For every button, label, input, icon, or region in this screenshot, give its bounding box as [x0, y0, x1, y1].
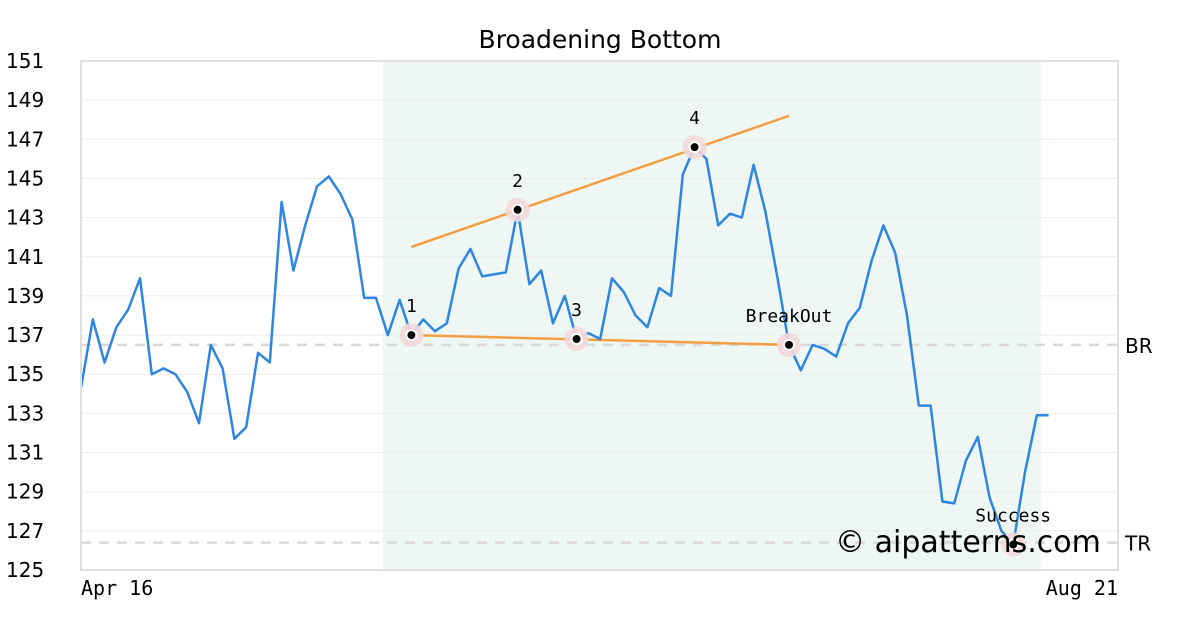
- y-tick-label: 127: [6, 519, 44, 543]
- point-label-4: 4: [689, 108, 700, 129]
- chart-title: Broadening Bottom: [479, 25, 722, 54]
- y-tick-label: 135: [6, 362, 44, 386]
- reference-label-tr: TR: [1124, 532, 1151, 556]
- y-tick-label: 151: [6, 49, 44, 73]
- x-start-label: Apr 16: [81, 576, 153, 600]
- point-marker-3: [570, 332, 583, 345]
- y-tick-label: 145: [6, 166, 44, 190]
- point-marker-breakout: [783, 338, 795, 351]
- point-label-breakout: BreakOut: [746, 306, 833, 327]
- y-tick-label: 137: [6, 323, 44, 347]
- pattern-shaded-region: [382, 61, 1041, 570]
- point-marker-2: [511, 203, 524, 216]
- y-tick-label: 139: [6, 284, 44, 308]
- reference-lines: BR TR: [81, 334, 1153, 556]
- point-marker-1: [405, 329, 418, 342]
- point-marker-success: [1007, 538, 1020, 551]
- reference-label-br: BR: [1125, 334, 1153, 358]
- y-axis-ticks: 125 127 129 131 133 135 137 139 141 143 145 147 149 1…: [6, 49, 44, 582]
- point-label-2: 2: [512, 171, 523, 192]
- point-label-3: 3: [571, 300, 582, 321]
- y-tick-label: 147: [6, 127, 44, 151]
- price-line: [79, 145, 1049, 546]
- point-label-1: 1: [406, 296, 417, 317]
- y-tick-label: 133: [6, 401, 44, 425]
- point-label-success: Success: [975, 506, 1051, 527]
- x-end-label: Aug 21: [1046, 576, 1118, 600]
- plot-frame: [80, 60, 1119, 571]
- y-tick-label: 141: [6, 245, 44, 269]
- y-tick-label: 131: [6, 441, 44, 465]
- y-tick-label: 125: [6, 558, 44, 582]
- y-tick-label: 143: [6, 206, 44, 230]
- point-marker-4: [688, 141, 701, 154]
- y-tick-label: 129: [6, 480, 44, 504]
- pattern-points: 1 2 3 4 BreakOut Success: [399, 108, 1051, 557]
- upper-trendline: [410, 114, 790, 249]
- y-tick-label: 149: [6, 88, 44, 112]
- watermark: © aipatterns.com: [835, 525, 1101, 560]
